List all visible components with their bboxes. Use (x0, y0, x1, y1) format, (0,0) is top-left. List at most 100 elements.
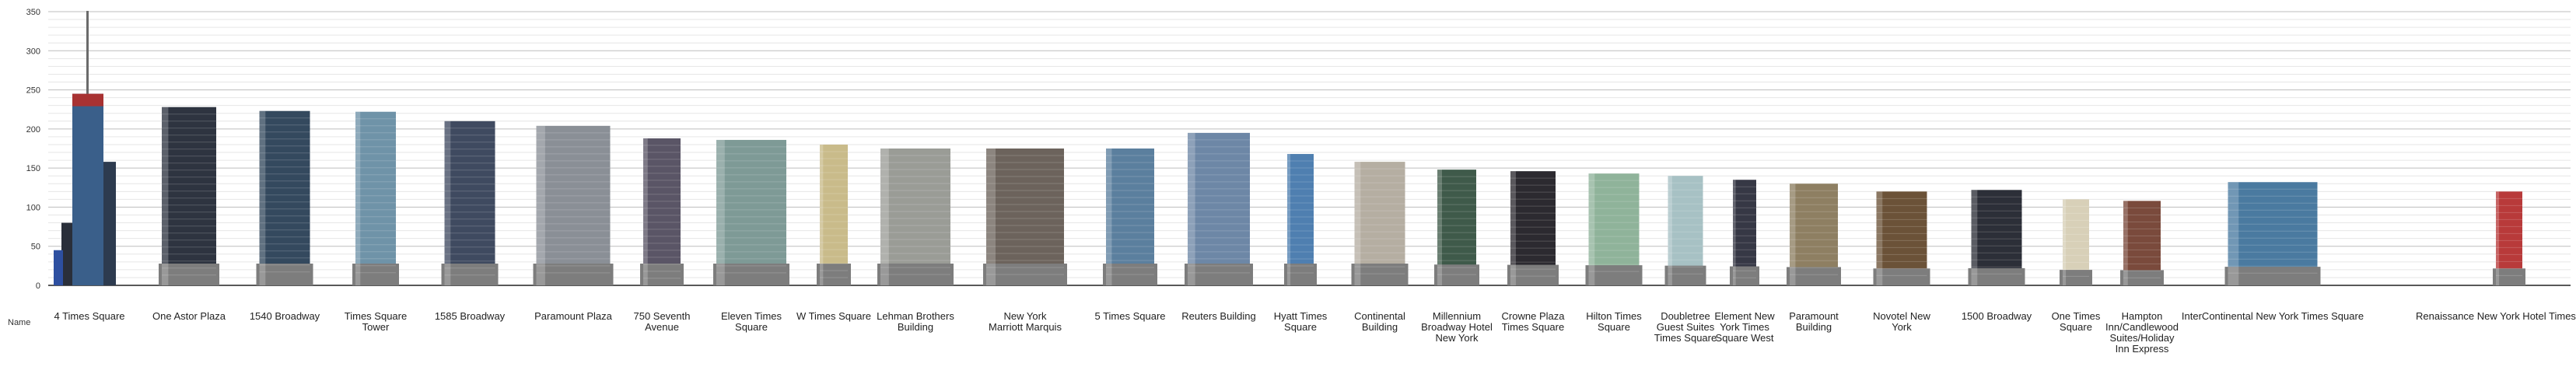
building-name-label: Doubletree Guest Suites Times Square (1654, 310, 1717, 344)
facade-highlight (1287, 154, 1291, 285)
tower-body (72, 93, 103, 285)
building-name-label: Novotel New York (1873, 310, 1930, 333)
building-name-label: New York Marriott Marquis (989, 310, 1062, 333)
tower-body (1188, 132, 1250, 285)
crown-band (72, 93, 103, 107)
tower-body (536, 125, 611, 285)
podium (2493, 268, 2525, 285)
building-name-label: InterContinental New York Times Square (2181, 310, 2364, 322)
tower-body (1287, 154, 1314, 285)
y-tick-label: 50 (31, 243, 40, 252)
facade-highlight (716, 139, 725, 285)
facade-highlight (355, 111, 361, 285)
podium (1787, 267, 1841, 285)
y-tick-label: 350 (26, 8, 40, 17)
tower-body (716, 139, 786, 285)
building-name-label: 5 Times Square (1094, 310, 1166, 322)
podium (713, 264, 789, 285)
building-silhouette (159, 107, 219, 285)
building-silhouette (1185, 132, 1253, 285)
tower-body (259, 110, 310, 285)
facade-highlight (880, 149, 889, 285)
podium (640, 264, 684, 285)
facade-highlight (986, 149, 996, 285)
facade-highlight (536, 125, 545, 285)
tower-body (355, 111, 396, 285)
building-name-label: One Times Square (2051, 310, 2101, 333)
podium (1730, 266, 1759, 285)
tower-body (820, 144, 848, 285)
building-silhouette (1664, 176, 1706, 285)
building-name-label: 4 Times Square (54, 310, 125, 322)
facade-highlight (1188, 132, 1195, 285)
podium (1968, 267, 2025, 285)
podium (983, 264, 1067, 285)
facade-highlight (1971, 190, 1978, 285)
podium (1664, 265, 1706, 285)
facade-highlight (1790, 184, 1796, 285)
y-tick-label: 200 (26, 125, 40, 135)
building-silhouette (1507, 171, 1559, 285)
y-tick-label: 150 (26, 164, 40, 173)
podium (2060, 270, 2092, 285)
building-name-label: Reuters Building (1181, 310, 1256, 322)
building-silhouette (1787, 184, 1841, 285)
building-silhouette (1585, 173, 1643, 285)
building-name-label: Millennium Broadway Hotel New York (1421, 310, 1493, 344)
podium (2120, 270, 2164, 285)
wing (54, 250, 63, 285)
facade-highlight (1106, 149, 1112, 285)
building-name-label: Hilton Times Square (1586, 310, 1642, 333)
podium (877, 264, 954, 285)
building-name-label: Continental Building (1354, 310, 1405, 333)
tower-body (162, 107, 216, 285)
building-name-label: Lehman Brothers Building (877, 310, 954, 333)
building-name-label: Element New York Times Square West (1714, 310, 1775, 344)
building-silhouette (2224, 182, 2321, 285)
building-silhouette (1873, 191, 1930, 285)
building-name-label: Paramount Plaza (534, 310, 612, 322)
building-silhouette (533, 125, 614, 285)
tower-body (1106, 149, 1154, 285)
building-name-label: Hampton Inn/Candlewood Suites/Holiday In… (2105, 310, 2179, 355)
building-silhouette (352, 111, 399, 285)
facade-highlight (1354, 162, 1361, 285)
podium (1434, 264, 1479, 285)
facade-highlight (820, 144, 824, 285)
building-silhouette (441, 121, 499, 285)
building-silhouette (1434, 170, 1479, 285)
spire (86, 10, 89, 94)
building-name-label: Times Square Tower (344, 310, 408, 333)
podium (1873, 268, 1930, 285)
building-silhouette (983, 149, 1067, 285)
building-silhouette (256, 110, 313, 285)
podium (1507, 264, 1559, 285)
facade-highlight (444, 121, 451, 285)
facade-highlight (2123, 201, 2128, 285)
building-name-label: 1585 Broadway (434, 310, 506, 322)
facade-highlight (259, 110, 266, 285)
podium (1284, 264, 1317, 285)
wing (61, 222, 72, 285)
building-name-label: 1540 Broadway (249, 310, 320, 322)
tower-body (643, 138, 681, 285)
tower-body (880, 149, 950, 285)
building-name-label: Eleven Times Square (720, 310, 782, 333)
facade-highlight (1733, 180, 1736, 285)
y-tick-label: 300 (26, 47, 40, 56)
podium (817, 264, 851, 285)
building-silhouette (2493, 191, 2525, 285)
facade-highlight (162, 107, 169, 285)
podium (256, 264, 313, 285)
building-silhouette (1103, 149, 1157, 285)
building-name-label: Hyatt Times Square (1273, 310, 1328, 333)
facade-highlight (1588, 173, 1595, 285)
building-silhouette (2120, 201, 2164, 285)
podium (1351, 264, 1409, 285)
building-silhouette (2060, 199, 2092, 285)
y-tick-label: 0 (36, 281, 40, 291)
podium (1585, 265, 1643, 285)
podium (1185, 264, 1253, 285)
